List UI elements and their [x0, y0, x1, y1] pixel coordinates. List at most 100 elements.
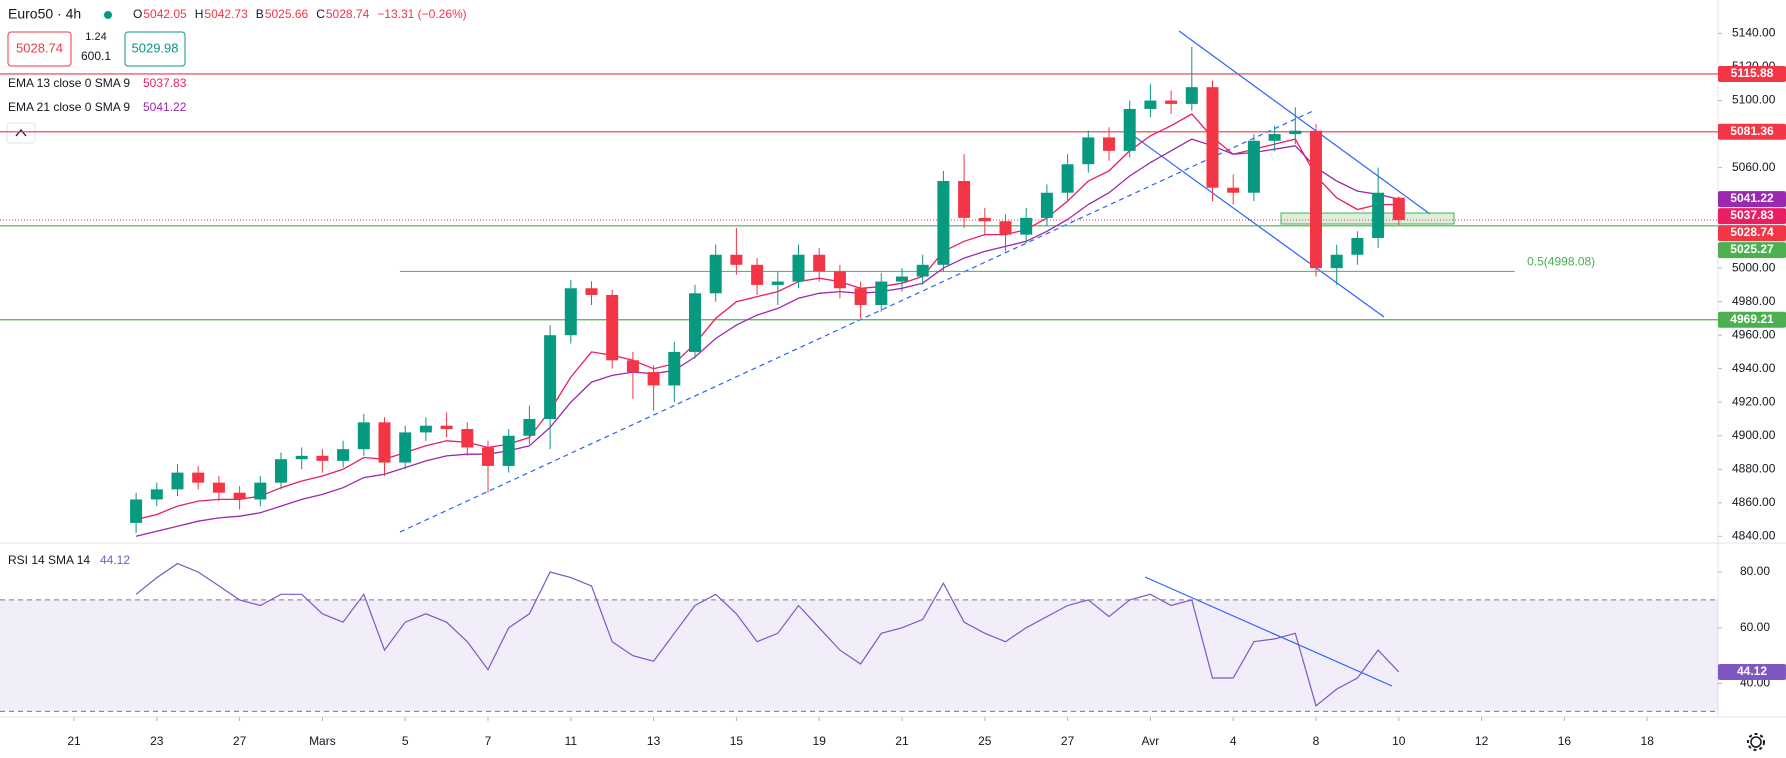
- candle-body: [978, 217, 991, 222]
- candle-body: [419, 425, 432, 433]
- price-tag-label: 5081.36: [1730, 124, 1774, 138]
- gear[interactable]: [1750, 736, 1762, 748]
- candle-body: [1040, 192, 1053, 218]
- x-tick-label: 21: [895, 734, 909, 748]
- candle-body: [1372, 192, 1385, 238]
- x-tick-label: Avr: [1142, 734, 1160, 748]
- candle-body: [1310, 130, 1322, 269]
- candle-body: [254, 482, 267, 500]
- candle-body: [1082, 137, 1095, 165]
- ohlc-value: 5025.66: [265, 7, 309, 21]
- y-tick-label: 4980.00: [1732, 294, 1776, 308]
- candle-body: [150, 489, 163, 500]
- candle-body: [316, 455, 329, 461]
- change: −13.31 (−0.26%): [377, 7, 466, 21]
- price-tag: [1718, 65, 1786, 82]
- price-tag: [1718, 123, 1786, 140]
- ohlc-label: H: [195, 7, 204, 21]
- y-tick-label: 5100.00: [1732, 93, 1776, 107]
- zone-box[interactable]: [1280, 212, 1455, 225]
- trendline[interactable]: [399, 109, 1316, 533]
- candle-body: [875, 281, 888, 306]
- rsi-legend[interactable]: RSI 14 SMA 14: [8, 553, 90, 567]
- candle-body: [295, 455, 308, 460]
- price-tag: [1718, 191, 1786, 208]
- x-tick-label: 12: [1475, 734, 1489, 748]
- ohlc-value: 5042.05: [143, 7, 187, 21]
- candle-body: [1165, 100, 1178, 104]
- candle-body: [1123, 108, 1136, 151]
- candle-body: [1330, 254, 1343, 269]
- symbol[interactable]: Euro50 · 4h: [8, 6, 81, 22]
- y-tick-label: 4960.00: [1732, 327, 1776, 341]
- candle-body: [1247, 140, 1260, 193]
- x-tick-label: 21: [67, 734, 81, 748]
- candle-body: [1185, 87, 1198, 104]
- candle-body: [668, 351, 681, 386]
- candle-body: [1020, 217, 1033, 235]
- candle-body: [357, 422, 370, 450]
- candle-body: [958, 181, 971, 218]
- volume: 600.1: [81, 49, 111, 63]
- price-tag: [1718, 208, 1786, 225]
- candle-body: [192, 472, 205, 483]
- candle-body: [564, 288, 577, 336]
- rsi-trendline[interactable]: [1144, 576, 1393, 687]
- x-tick-label: 16: [1558, 734, 1572, 748]
- candle-body: [771, 281, 784, 285]
- ema21-legend[interactable]: EMA 21 close 0 SMA 9: [8, 100, 130, 114]
- x-tick-label: Mars: [309, 734, 336, 748]
- price-tag: [1718, 311, 1786, 328]
- y-tick-label: 4880.00: [1732, 461, 1776, 475]
- candle-body: [1392, 197, 1405, 220]
- rsi-value: 44.12: [100, 553, 130, 567]
- candle-body: [813, 254, 826, 272]
- y-tick-label: 5140.00: [1732, 26, 1776, 40]
- ohlc-value: 5028.74: [326, 7, 370, 21]
- ema13-legend[interactable]: EMA 13 close 0 SMA 9: [8, 76, 130, 90]
- sell-price[interactable]: 5028.74: [16, 40, 63, 55]
- settings-icon[interactable]: [1747, 733, 1765, 751]
- candle-body: [916, 264, 929, 277]
- candle-body: [999, 221, 1012, 235]
- price-tag-label: 4969.21: [1730, 312, 1774, 326]
- candle-body: [792, 254, 805, 282]
- buy-button[interactable]: [124, 31, 186, 67]
- x-tick-label: 25: [978, 734, 992, 748]
- market-status: [104, 11, 112, 19]
- price-tag-label: 5115.88: [1731, 66, 1774, 80]
- candle-body: [461, 429, 474, 448]
- drawings: [399, 30, 1455, 687]
- candle-body: [233, 492, 246, 500]
- plot-area: [0, 0, 1718, 758]
- ema13-value: 5037.83: [143, 76, 187, 90]
- price-tag-label: 5025.27: [1730, 242, 1774, 256]
- sell-button[interactable]: [7, 31, 72, 67]
- candle-body: [1206, 87, 1219, 188]
- y-tick-label: 5060.00: [1732, 160, 1776, 174]
- buy-price[interactable]: 5029.98: [132, 40, 179, 55]
- rsi-line: [135, 562, 1400, 707]
- x-tick-label: 27: [1061, 734, 1075, 748]
- ema-line: [135, 138, 1399, 537]
- candle-body: [482, 447, 494, 466]
- candle-body: [1289, 130, 1302, 135]
- channel-upper[interactable]: [1178, 30, 1431, 215]
- y-tick-label: 4920.00: [1732, 394, 1776, 408]
- ema-line: [135, 113, 1399, 521]
- candle-body: [1268, 134, 1281, 141]
- y-tick-label: 4840.00: [1732, 528, 1776, 542]
- candle-body: [1351, 237, 1364, 255]
- x-tick-label: 8: [1313, 734, 1320, 748]
- candle-body: [1061, 164, 1074, 193]
- price-tag: [1718, 225, 1786, 242]
- gear-teeth[interactable]: [1747, 733, 1765, 751]
- candle-body: [709, 254, 722, 294]
- collapse-button[interactable]: [6, 122, 36, 144]
- y-tick-label: 4900.00: [1732, 428, 1776, 442]
- candle-body: [523, 418, 536, 436]
- spread: 1.24: [85, 31, 106, 43]
- y-tick-label: 5000.00: [1732, 260, 1776, 274]
